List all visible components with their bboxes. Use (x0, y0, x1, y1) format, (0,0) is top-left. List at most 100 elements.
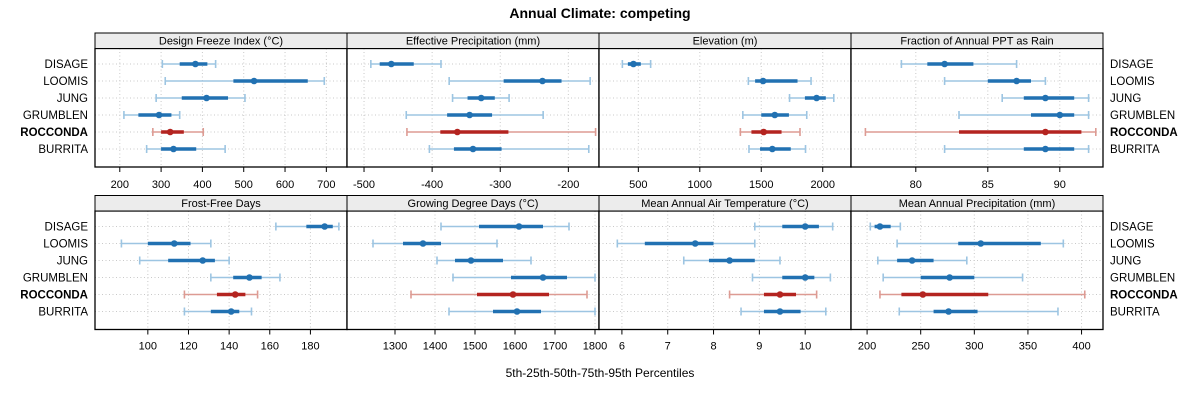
median-dot (919, 291, 927, 298)
site-label-left-burrita: BURRITA (38, 307, 88, 319)
median-dot (166, 128, 174, 136)
strip-title: Mean Annual Air Temperature (°C) (641, 198, 808, 210)
site-label-left-grumblen: GRUMBLEN (23, 110, 88, 122)
site-label-right-rocconda: ROCCONDA (1110, 127, 1178, 139)
x-tick-label: 9 (756, 341, 762, 353)
percentile-interval-loomis (164, 77, 326, 85)
median-dot (227, 308, 235, 315)
site-label-right-jung: JUNG (1110, 256, 1141, 268)
x-tick-label: 6 (619, 341, 625, 353)
x-tick-label: 500 (629, 179, 647, 191)
median-dot (801, 223, 809, 230)
percentile-interval-burrita (428, 145, 590, 153)
x-tick-label: 1700 (543, 341, 567, 353)
strip-title: Design Freeze Index (°C) (159, 36, 283, 48)
percentile-interval-jung (155, 94, 246, 102)
x-tick-label: 10 (799, 341, 811, 353)
percentile-interval-disage (440, 222, 570, 231)
x-tick-label: 1500 (749, 179, 773, 191)
site-label-left-disage: DISAGE (45, 222, 89, 234)
percentile-interval-burrita (898, 307, 1059, 316)
percentile-interval-rocconda (864, 128, 1097, 136)
x-tick-label: 2000 (810, 179, 834, 191)
median-dot (454, 128, 461, 136)
median-dot (691, 240, 699, 247)
x-tick-label: 1000 (688, 179, 712, 191)
site-label-left-rocconda: ROCCONDA (20, 290, 88, 302)
percentile-interval-loomis (120, 239, 212, 248)
x-tick-label: 700 (317, 179, 335, 191)
median-dot (1056, 111, 1064, 119)
percentile-interval-rocconda (728, 290, 818, 299)
percentile-interval-disage (621, 60, 652, 68)
percentile-interval-jung (877, 256, 968, 265)
x-tick-label: 300 (965, 341, 983, 353)
x-tick-label: 100 (139, 341, 157, 353)
median-dot (513, 308, 521, 315)
percentile-interval-jung (138, 256, 230, 265)
site-label-right-disage: DISAGE (1110, 222, 1154, 234)
x-tick-label: 500 (235, 179, 253, 191)
percentile-interval-disage (275, 222, 340, 231)
x-tick-label: 8 (710, 341, 716, 353)
percentile-interval-grumblen (742, 111, 808, 119)
x-tick-label: -200 (557, 179, 579, 191)
percentile-interval-burrita (740, 307, 827, 316)
median-dot (813, 94, 820, 102)
x-tick-label: 1400 (423, 341, 447, 353)
percentile-interval-loomis (616, 239, 756, 248)
percentile-interval-rocconda (183, 290, 259, 299)
percentile-interval-loomis (747, 77, 812, 85)
median-dot (759, 77, 767, 85)
strip-title: Elevation (m) (693, 36, 758, 48)
x-tick-label: 400 (193, 179, 211, 191)
percentile-interval-loomis (896, 239, 1065, 248)
strip-title: Effective Precipitation (mm) (406, 36, 540, 48)
x-tick-label: 7 (665, 341, 671, 353)
percentile-interval-grumblen (882, 273, 1024, 282)
percentile-interval-burrita (943, 145, 1090, 153)
x-tick-label: 85 (982, 179, 994, 191)
strip-title: Fraction of Annual PPT as Rain (900, 36, 1053, 48)
median-dot (539, 77, 546, 85)
site-label-right-rocconda: ROCCONDA (1110, 290, 1178, 302)
median-dot (321, 223, 328, 230)
x-tick-label: 120 (179, 341, 197, 353)
median-dot (946, 274, 953, 281)
median-dot (199, 257, 207, 264)
site-label-right-disage: DISAGE (1110, 59, 1154, 71)
median-dot (630, 60, 637, 68)
x-tick-label: 250 (912, 341, 930, 353)
median-dot (155, 111, 163, 119)
percentile-interval-jung (1001, 94, 1090, 102)
site-label-left-loomis: LOOMIS (43, 239, 88, 251)
median-dot (231, 291, 239, 298)
percentile-interval-grumblen (452, 273, 596, 282)
x-tick-label: 600 (276, 179, 294, 191)
strip-header (850, 195, 1104, 212)
x-tick-label: 1800 (583, 341, 607, 353)
median-dot (419, 240, 427, 247)
median-dot (801, 274, 809, 281)
percentile-interval-disage (869, 222, 902, 231)
percentile-interval-grumblen (751, 273, 832, 282)
site-label-left-disage: DISAGE (45, 59, 89, 71)
site-label-right-jung: JUNG (1110, 93, 1141, 105)
median-dot (170, 145, 177, 153)
x-tick-label: 80 (910, 179, 922, 191)
median-dot (509, 291, 517, 298)
percentile-interval-burrita (183, 307, 253, 316)
site-label-left-rocconda: ROCCONDA (20, 127, 88, 139)
x-tick-label: 1500 (463, 341, 487, 353)
median-dot (539, 274, 547, 281)
site-label-left-jung: JUNG (57, 256, 88, 268)
strip-title: Growing Degree Days (°C) (408, 198, 539, 210)
median-dot (776, 291, 784, 298)
site-label-right-burrita: BURRITA (1110, 307, 1160, 319)
panel-background (599, 48, 851, 167)
median-dot (769, 145, 776, 153)
percentile-interval-grumblen (210, 273, 281, 282)
x-tick-label: 200 (111, 179, 129, 191)
median-dot (387, 60, 395, 68)
x-tick-label: -500 (353, 179, 375, 191)
